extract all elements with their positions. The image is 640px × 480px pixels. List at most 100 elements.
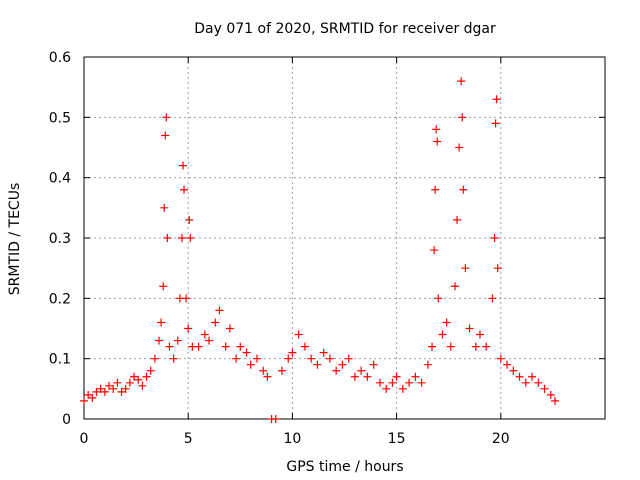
- data-point: [458, 113, 467, 122]
- x-axis-label: GPS time / hours: [286, 459, 403, 475]
- x-tick-label: 5: [184, 431, 193, 447]
- data-point: [457, 77, 466, 86]
- data-point: [398, 384, 407, 393]
- data-point: [382, 384, 391, 393]
- chart-title: Day 071 of 2020, SRMTID for receiver dga…: [194, 21, 496, 37]
- data-point: [155, 336, 164, 345]
- data-point: [194, 342, 203, 351]
- data-point: [375, 378, 384, 387]
- axes: 0 5 10 15 20 0 0.1 0.2 0.3 0.4 0.5 0.6: [49, 50, 606, 447]
- data-point: [453, 215, 462, 224]
- data-point: [162, 113, 171, 122]
- data-point: [221, 342, 230, 351]
- data-point: [134, 375, 143, 384]
- y-tick-label: 0.6: [49, 50, 71, 66]
- data-point: [325, 354, 334, 363]
- data-point: [200, 330, 209, 339]
- data-point: [363, 372, 372, 381]
- data-point: [157, 318, 166, 327]
- data-point: [294, 330, 303, 339]
- y-tick-label: 0.5: [49, 110, 71, 126]
- data-point: [163, 234, 172, 242]
- data-point: [509, 366, 518, 375]
- data-point: [263, 372, 272, 381]
- data-points: [80, 77, 559, 423]
- data-point: [388, 378, 397, 387]
- y-tick-label: 0.2: [49, 291, 71, 307]
- data-point: [169, 354, 178, 363]
- data-point: [307, 354, 316, 363]
- data-point: [182, 294, 191, 303]
- data-point: [431, 185, 440, 194]
- data-point: [178, 161, 187, 170]
- data-point: [277, 366, 286, 375]
- y-axis-label: SRMTID / TECUs: [7, 183, 23, 296]
- data-point: [232, 354, 241, 363]
- data-point: [236, 342, 245, 351]
- data-point: [113, 378, 122, 387]
- data-point: [482, 342, 491, 351]
- data-point: [369, 360, 378, 369]
- data-point: [84, 390, 93, 399]
- data-point: [159, 282, 168, 291]
- data-point: [225, 324, 234, 333]
- data-point: [550, 396, 559, 405]
- data-point: [319, 348, 328, 357]
- data-point: [357, 366, 366, 375]
- data-point: [180, 185, 189, 194]
- data-point: [211, 318, 220, 327]
- data-point: [160, 203, 169, 212]
- data-point: [205, 336, 214, 345]
- data-point: [344, 354, 353, 363]
- data-point: [332, 366, 341, 375]
- data-point: [150, 354, 159, 363]
- data-point: [491, 119, 500, 128]
- data-point: [450, 282, 459, 291]
- data-point: [252, 354, 261, 363]
- data-point: [392, 372, 401, 381]
- data-point: [288, 348, 297, 357]
- data-point: [405, 378, 414, 387]
- data-point: [465, 324, 474, 333]
- data-point: [80, 396, 88, 405]
- data-point: [242, 348, 251, 357]
- x-tick-label: 0: [80, 431, 89, 447]
- data-point: [534, 378, 543, 387]
- x-tick-label: 10: [283, 431, 301, 447]
- data-point: [138, 381, 147, 390]
- data-point: [471, 342, 480, 351]
- data-point: [461, 264, 470, 273]
- data-point: [488, 294, 497, 303]
- data-point: [259, 366, 268, 375]
- data-point: [546, 390, 555, 399]
- data-point: [438, 330, 447, 339]
- data-point: [503, 360, 512, 369]
- data-point: [146, 366, 155, 375]
- data-point: [173, 336, 182, 345]
- data-point: [528, 372, 537, 381]
- data-point: [185, 215, 194, 224]
- data-point: [96, 384, 105, 393]
- data-point: [442, 318, 451, 327]
- data-point: [423, 360, 432, 369]
- y-tick-label: 0.3: [49, 231, 71, 247]
- x-tick-label: 20: [492, 431, 510, 447]
- data-point: [300, 342, 309, 351]
- data-point: [177, 234, 186, 242]
- data-point: [117, 387, 126, 396]
- data-point: [284, 354, 293, 363]
- data-point: [428, 342, 437, 351]
- data-point: [350, 372, 359, 381]
- data-point: [313, 360, 322, 369]
- data-point: [490, 234, 499, 242]
- data-point: [186, 234, 195, 242]
- data-point: [215, 306, 224, 315]
- y-tick-label: 0.1: [49, 352, 71, 368]
- y-tick-label: 0.4: [49, 171, 71, 187]
- data-point: [105, 381, 114, 390]
- data-point: [432, 125, 441, 134]
- data-point: [434, 294, 443, 303]
- data-point: [433, 137, 442, 146]
- data-point: [246, 360, 255, 369]
